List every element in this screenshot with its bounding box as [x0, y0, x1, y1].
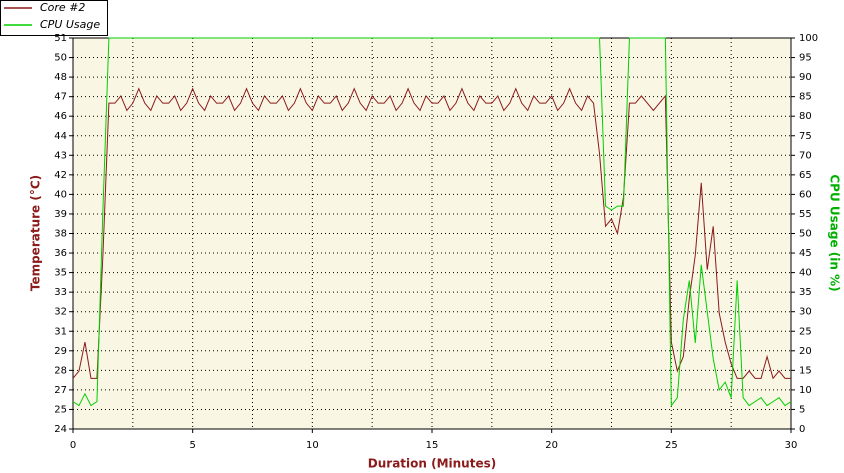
y-tick-label: 44	[54, 131, 67, 142]
y-tick-label: 50	[54, 53, 67, 64]
y2-tick-label: 75	[799, 131, 812, 142]
y-tick-label: 40	[54, 189, 67, 200]
y2-tick-label: 65	[799, 170, 812, 181]
y-axis-title: Temperature (°C)	[29, 175, 43, 291]
y2-tick-label: 5	[799, 404, 805, 415]
legend	[0, 0, 108, 36]
y2-tick-label: 15	[799, 365, 812, 376]
y2-axis-title: CPU Usage (in %)	[828, 174, 842, 291]
y-tick-label: 33	[54, 287, 67, 298]
y-tick-label: 32	[54, 307, 67, 318]
x-axis-title: Duration (Minutes)	[368, 457, 496, 471]
y-tick-label: 24	[54, 424, 67, 435]
x-tick-label: 15	[426, 440, 439, 451]
y-tick-label: 51	[54, 33, 67, 44]
x-tick-label: 5	[189, 440, 195, 451]
x-tick-label: 10	[306, 440, 319, 451]
y2-tick-label: 20	[799, 346, 812, 357]
legend-label: CPU Usage	[40, 18, 100, 31]
y2-tick-label: 85	[799, 92, 812, 103]
y2-tick-label: 40	[799, 268, 812, 279]
y2-tick-label: 30	[799, 307, 812, 318]
y-tick-label: 27	[54, 385, 67, 396]
y2-tick-label: 10	[799, 385, 812, 396]
y-tick-label: 35	[54, 268, 67, 279]
y-tick-label: 29	[54, 346, 67, 357]
y2-tick-label: 95	[799, 53, 812, 64]
y2-tick-label: 25	[799, 326, 812, 337]
x-tick-label: 25	[665, 440, 678, 451]
series-line	[72, 87, 791, 380]
y-tick-label: 36	[54, 248, 67, 259]
y-tick-label: 48	[54, 72, 67, 83]
x-tick-label: 30	[785, 440, 798, 451]
y-tick-label: 47	[54, 92, 67, 103]
y-tick-label: 46	[54, 111, 67, 122]
y2-tick-label: 80	[799, 111, 812, 122]
y-tick-label: 38	[54, 229, 67, 240]
y-tick-label: 28	[54, 365, 67, 376]
y2-tick-label: 50	[799, 229, 812, 240]
y2-tick-label: 100	[799, 33, 818, 44]
y-tick-label: 31	[54, 326, 67, 337]
y2-tick-label: 45	[799, 248, 812, 259]
y2-tick-label: 60	[799, 189, 812, 200]
y-tick-label: 39	[54, 209, 67, 220]
series-line	[72, 37, 792, 407]
y2-tick-label: 55	[799, 209, 812, 220]
y2-tick-label: 70	[799, 150, 812, 161]
x-tick-label: 0	[70, 440, 76, 451]
y-tick-label: 25	[54, 404, 67, 415]
y2-tick-label: 90	[799, 72, 812, 83]
legend-label: Core #2	[40, 1, 85, 14]
y2-tick-label: 0	[799, 424, 805, 435]
y2-tick-label: 35	[799, 287, 812, 298]
y-tick-label: 43	[54, 150, 67, 161]
y-tick-label: 42	[54, 170, 67, 181]
x-tick-label: 20	[545, 440, 558, 451]
